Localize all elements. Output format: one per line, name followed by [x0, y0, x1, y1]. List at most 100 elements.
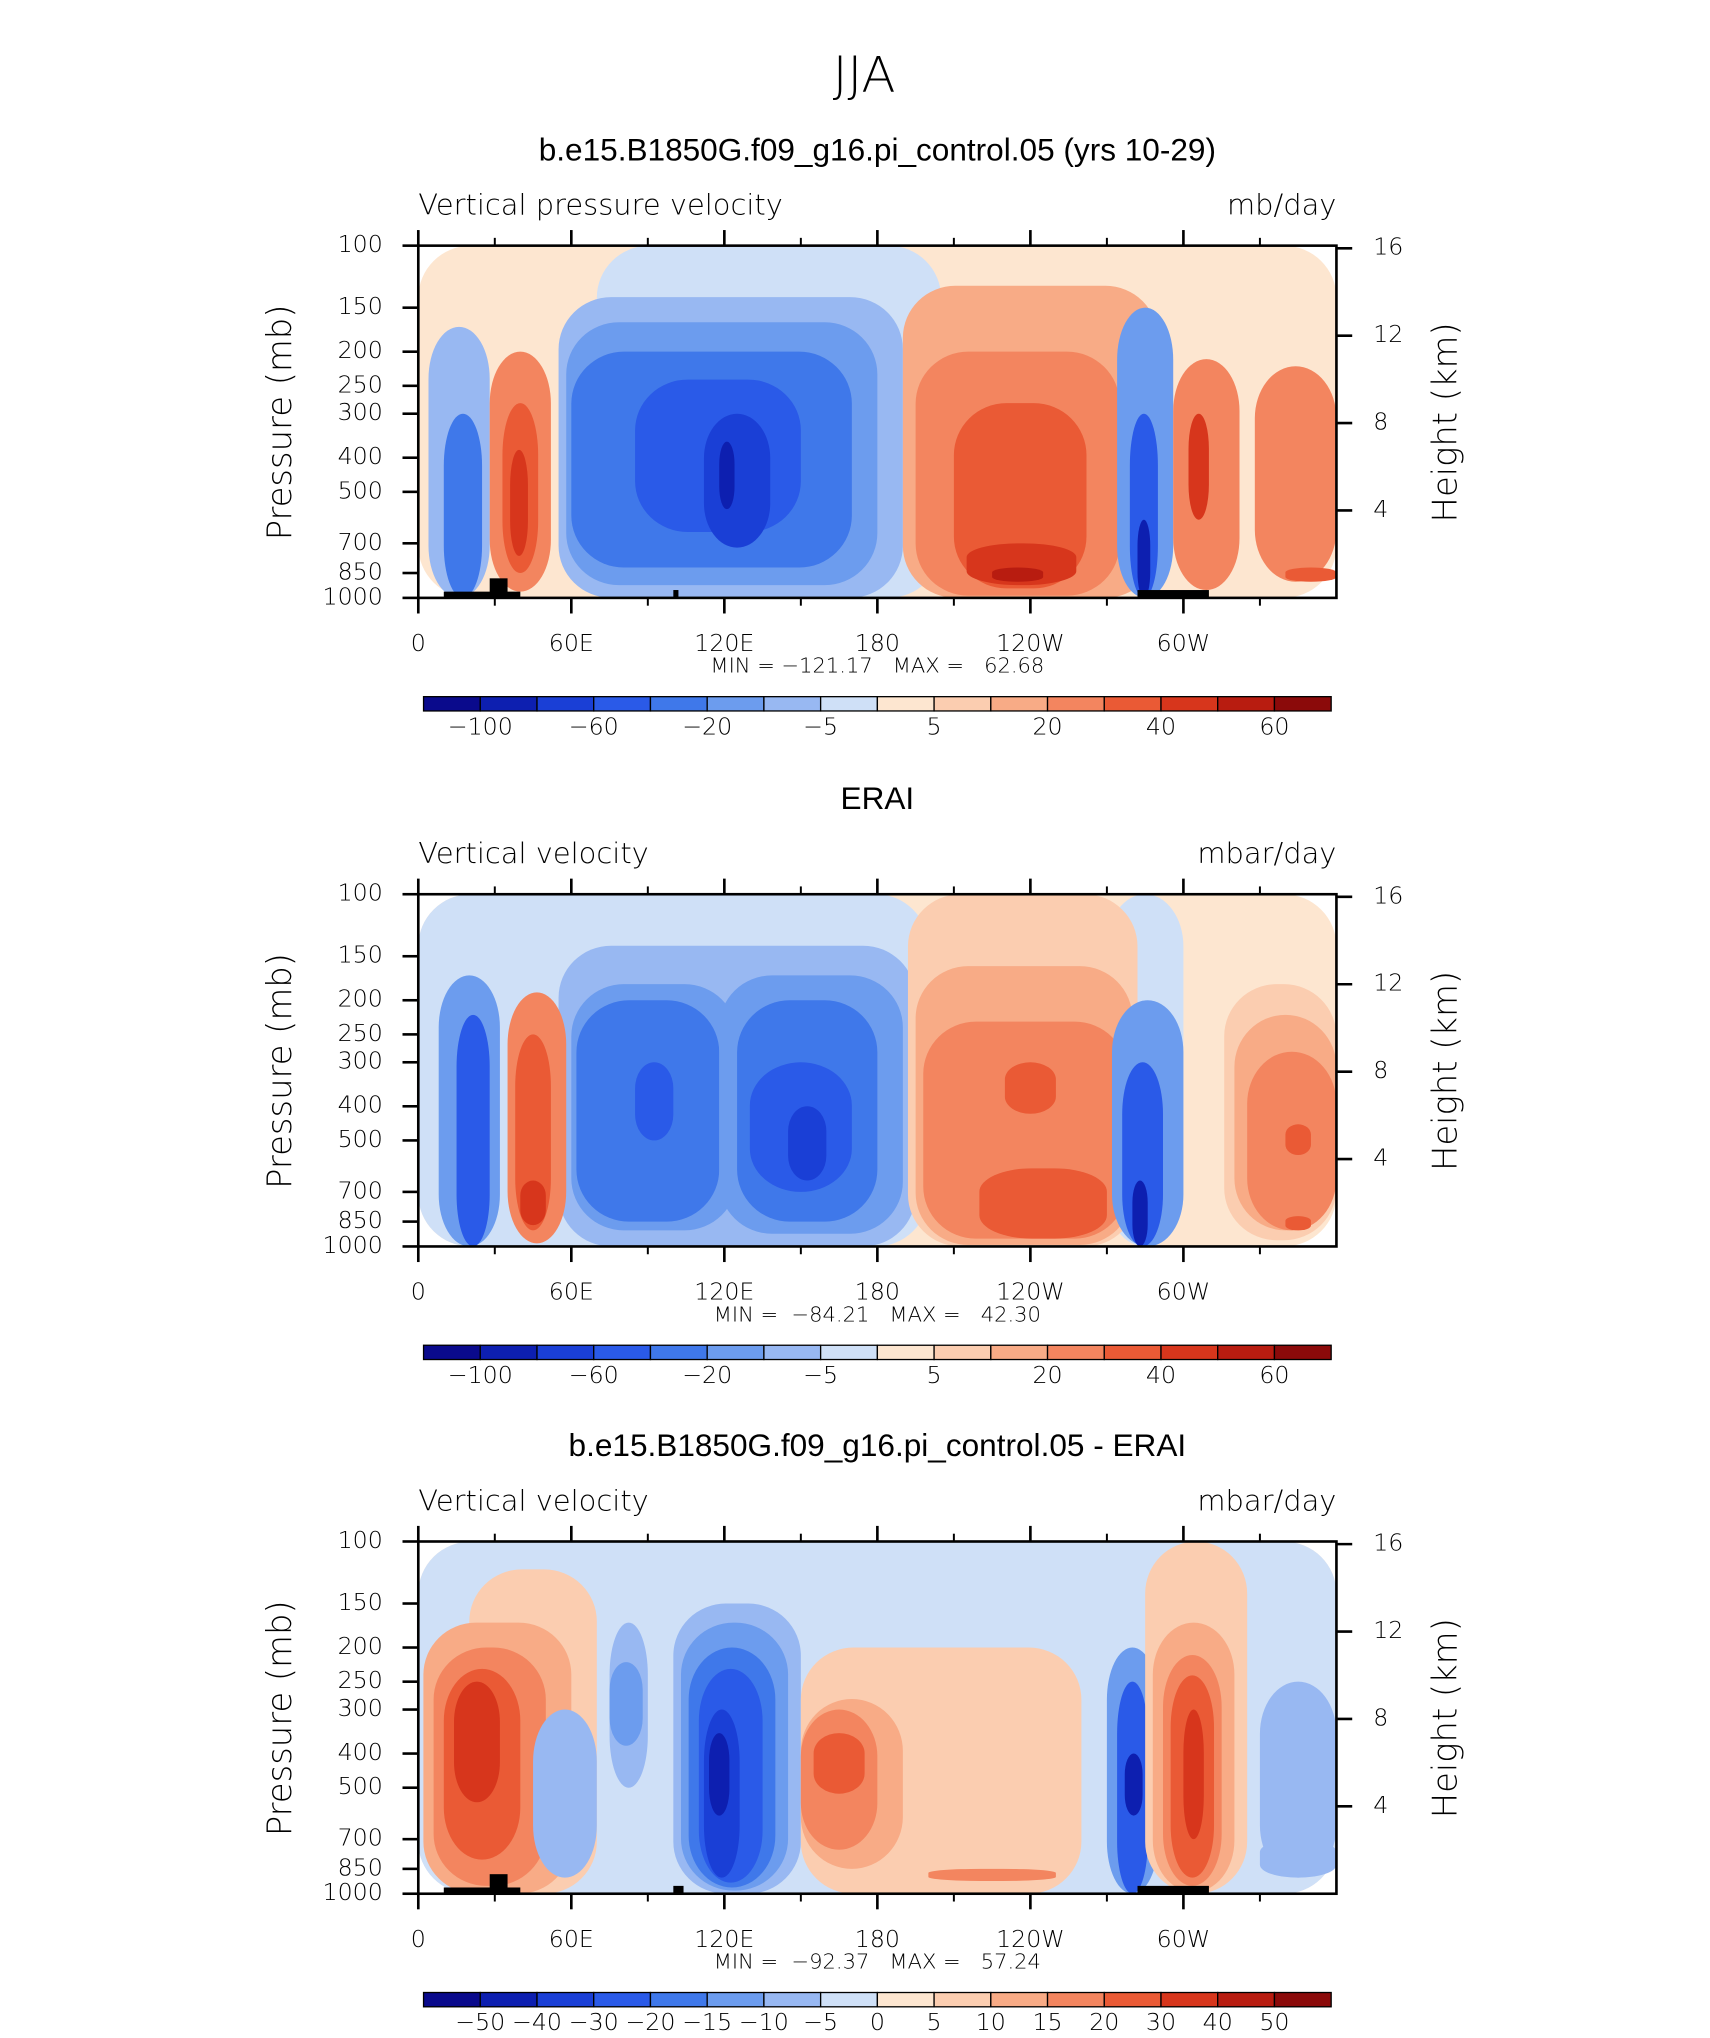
- colorbar-box: [706, 1991, 765, 2008]
- y2-tick-label: 12: [1373, 1616, 1403, 1644]
- contour-fill: [709, 1733, 730, 1816]
- colorbar-box: [763, 1344, 822, 1361]
- colorbar-label: 0: [870, 2008, 885, 2036]
- panel: ERAI Vertical velocity mbar/day 0 60E 120E 180…: [260, 781, 1466, 1389]
- contour-fill: [443, 413, 483, 598]
- y-tick-label: 850: [338, 1853, 383, 1881]
- colorbar-box: [593, 1344, 652, 1361]
- colorbar-box: [933, 1991, 992, 2008]
- x-tick-label: 120E: [694, 1278, 754, 1306]
- x-tick-label: 120E: [694, 629, 754, 657]
- y2-tick-label: 16: [1373, 881, 1403, 909]
- y2-axis-label: Height (km): [1425, 971, 1465, 1171]
- colorbar-box: [479, 696, 538, 712]
- panel-title: b.e15.B1850G.f09_g16.pi_control.05 (yrs …: [539, 132, 1216, 167]
- contour-fill: [953, 403, 1087, 589]
- colorbar-box: [479, 1991, 538, 2008]
- y-tick-label: 200: [338, 336, 383, 364]
- y-tick-label: 400: [338, 442, 383, 470]
- colorbar-box: [763, 1991, 822, 2008]
- colorbar-label: 30: [1146, 2008, 1176, 2036]
- y2-tick-label: 4: [1373, 1144, 1388, 1172]
- y2-tick-label: 12: [1373, 969, 1403, 997]
- y-tick-label: 200: [338, 985, 383, 1013]
- topography: [1137, 1885, 1209, 1894]
- stats: MIN = −84.21 MAX = 42.30: [714, 1302, 1041, 1326]
- subtitle-left: Vertical pressure velocity: [418, 188, 783, 222]
- colorbar-box: [819, 1344, 879, 1361]
- y2-tick-label: 8: [1373, 1056, 1388, 1084]
- topography: [489, 578, 508, 598]
- colorbar-box: [1217, 696, 1276, 712]
- y-tick-label: 400: [338, 1091, 383, 1119]
- subtitle-left: Vertical velocity: [418, 1484, 648, 1518]
- colorbar-label: −20: [682, 1361, 732, 1389]
- colorbar-box: [933, 1344, 992, 1361]
- contour-fill: [703, 413, 771, 548]
- colorbar-box: [1217, 1991, 1276, 2008]
- colorbar-box: [422, 696, 481, 712]
- contour-fill: [1285, 1124, 1311, 1156]
- subtitle-right: mbar/day: [1197, 836, 1336, 870]
- colorbar-label: −60: [569, 1361, 619, 1389]
- contour-field: [418, 894, 1337, 1247]
- colorbar-box: [1217, 1344, 1276, 1361]
- contour-fill: [928, 1868, 1056, 1881]
- colorbar-label: 20: [1032, 712, 1062, 740]
- y-tick-label: 150: [338, 941, 383, 969]
- colorbar-label: −20: [625, 2008, 675, 2036]
- topography: [443, 591, 521, 598]
- y2-tick-label: 4: [1373, 1791, 1388, 1819]
- colorbar-label: 15: [1032, 2008, 1062, 2036]
- topography: [673, 590, 679, 598]
- colorbar-label: −5: [803, 1361, 838, 1389]
- y-tick-label: 300: [338, 1047, 383, 1075]
- y-tick-label: 150: [338, 1588, 383, 1616]
- contour-fill: [1285, 1216, 1311, 1231]
- colorbar-label: −40: [512, 2008, 562, 2036]
- topography: [489, 1874, 508, 1894]
- y-tick-label: 150: [338, 292, 383, 320]
- y-tick-label: 1000: [323, 582, 383, 610]
- colorbar-box: [536, 1991, 595, 2008]
- y-tick-label: 1000: [323, 1878, 383, 1906]
- x-tick-label: 0: [411, 1278, 426, 1306]
- colorbar-box: [536, 696, 595, 712]
- figure-title: JJA: [833, 46, 896, 104]
- contour-fill: [1132, 1180, 1148, 1247]
- y2-tick-label: 16: [1373, 233, 1403, 261]
- y-tick-label: 500: [338, 1772, 383, 1800]
- y-tick-label: 400: [338, 1738, 383, 1766]
- colorbar-label: −100: [448, 712, 513, 740]
- subtitle-right: mbar/day: [1197, 1484, 1336, 1518]
- colorbar-box: [1273, 1991, 1332, 2008]
- y-tick-label: 100: [338, 1526, 383, 1554]
- y-tick-label: 700: [338, 1176, 383, 1204]
- y-tick-label: 700: [338, 1824, 383, 1852]
- y-tick-label: 500: [338, 476, 383, 504]
- x-tick-label: 0: [411, 629, 426, 657]
- contour-fill: [609, 1662, 643, 1746]
- colorbar-label: 40: [1203, 2008, 1233, 2036]
- y-tick-label: 250: [338, 1019, 383, 1047]
- colorbar-box: [649, 1991, 708, 2008]
- contour-fill: [635, 1062, 674, 1141]
- colorbar-label: 5: [927, 1361, 942, 1389]
- colorbar-label: −20: [682, 712, 732, 740]
- colorbar-label: −100: [448, 1361, 513, 1389]
- y-axis-label: Pressure (mb): [260, 1600, 300, 1836]
- colorbar-label: 20: [1089, 2008, 1119, 2036]
- x-tick-label: 180: [855, 1925, 900, 1953]
- y-tick-label: 850: [338, 558, 383, 586]
- colorbar-box: [1103, 696, 1162, 712]
- colorbar-label: −5: [803, 2008, 838, 2036]
- x-tick-label: 60W: [1157, 629, 1211, 657]
- colorbar-box: [990, 1991, 1049, 2008]
- y2-axis-label: Height (km): [1425, 322, 1465, 522]
- x-tick-label: 180: [855, 1278, 900, 1306]
- contour-fill: [1129, 413, 1158, 598]
- contour-fill: [1137, 519, 1151, 598]
- colorbar-box: [1046, 1991, 1105, 2008]
- contour-field: [418, 245, 1337, 598]
- colorbar-box: [706, 1344, 765, 1361]
